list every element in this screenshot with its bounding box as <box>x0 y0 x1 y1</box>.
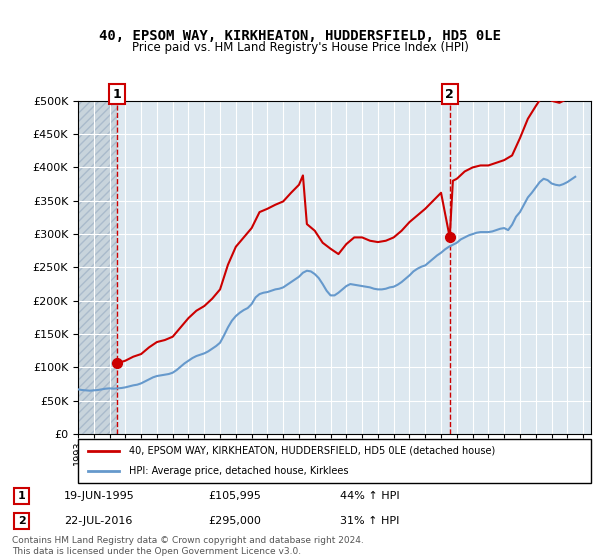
Text: Contains HM Land Registry data © Crown copyright and database right 2024.
This d: Contains HM Land Registry data © Crown c… <box>12 536 364 556</box>
Text: 31% ↑ HPI: 31% ↑ HPI <box>340 516 400 526</box>
Text: 40, EPSOM WAY, KIRKHEATON, HUDDERSFIELD, HD5 0LE: 40, EPSOM WAY, KIRKHEATON, HUDDERSFIELD,… <box>99 29 501 43</box>
Text: £105,995: £105,995 <box>208 491 261 501</box>
Text: 19-JUN-1995: 19-JUN-1995 <box>64 491 134 501</box>
Text: 22-JUL-2016: 22-JUL-2016 <box>64 516 132 526</box>
Text: 40, EPSOM WAY, KIRKHEATON, HUDDERSFIELD, HD5 0LE (detached house): 40, EPSOM WAY, KIRKHEATON, HUDDERSFIELD,… <box>130 446 496 456</box>
Text: £295,000: £295,000 <box>208 516 261 526</box>
Text: 1: 1 <box>18 491 26 501</box>
Text: 44% ↑ HPI: 44% ↑ HPI <box>340 491 400 501</box>
FancyBboxPatch shape <box>78 439 591 483</box>
Text: Price paid vs. HM Land Registry's House Price Index (HPI): Price paid vs. HM Land Registry's House … <box>131 41 469 54</box>
Text: HPI: Average price, detached house, Kirklees: HPI: Average price, detached house, Kirk… <box>130 466 349 476</box>
Text: 2: 2 <box>445 87 454 101</box>
Text: 2: 2 <box>18 516 26 526</box>
Text: 1: 1 <box>112 87 121 101</box>
